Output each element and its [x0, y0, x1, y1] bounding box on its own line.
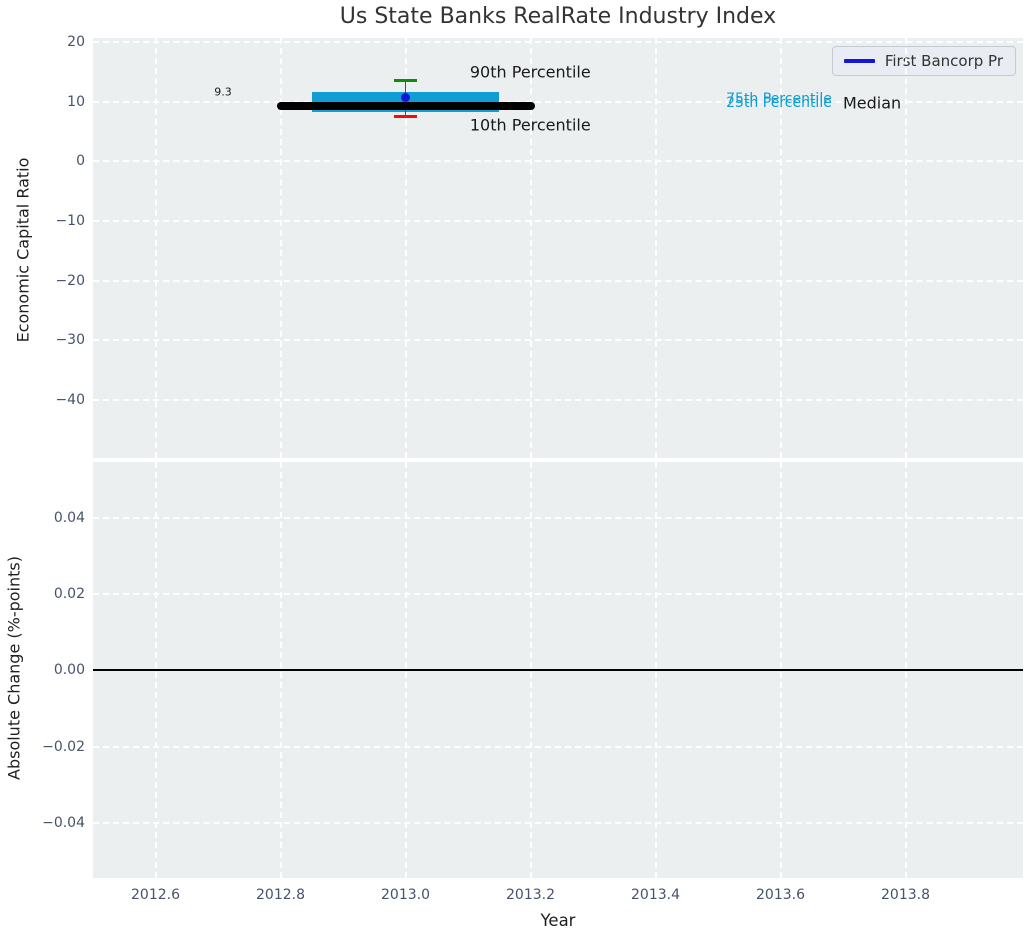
gridline-horizontal [93, 100, 1023, 103]
cap-90th-percentile [394, 79, 417, 83]
y-tick-label: −10 [55, 213, 85, 230]
chart-title: Us State Banks RealRate Industry Index [339, 4, 777, 29]
gridline-horizontal [93, 339, 1023, 342]
gridline-vertical [154, 38, 157, 458]
x-tick-label: 2012.6 [131, 887, 180, 903]
y-tick-label: 0.02 [53, 586, 85, 603]
median-bar [276, 102, 535, 110]
series-point-first-bancorp-pr [401, 93, 410, 103]
y-tick-label: −0.04 [42, 814, 85, 831]
gridline-horizontal [93, 517, 1023, 519]
gridline-horizontal [93, 399, 1023, 402]
y-tick-label: 10 [67, 93, 85, 110]
top-y-axis-label: Economic Capital Ratio [13, 157, 33, 343]
annotation-75th-percentile: 75th Percentile [726, 91, 832, 108]
y-tick-label: −30 [55, 332, 85, 349]
y-tick-label: −0.02 [42, 738, 85, 755]
gridline-horizontal [93, 745, 1023, 748]
x-tick-label: 2012.8 [256, 887, 305, 903]
gridline-horizontal [93, 220, 1023, 223]
annotation-median: Median [843, 93, 902, 113]
legend-line-sample [843, 59, 875, 63]
y-tick-label: 0.00 [53, 662, 85, 679]
annotation-10th-percentile: 10th Percentile [469, 115, 591, 135]
x-tick-label: 2013.0 [381, 887, 430, 903]
gridline-vertical [779, 38, 782, 458]
x-tick-label: 2013.6 [756, 887, 805, 903]
gridline-vertical [904, 38, 907, 458]
legend: First Bancorp Pr [831, 46, 1016, 76]
gridline-horizontal [93, 160, 1023, 163]
x-axis-label: Year [540, 911, 576, 930]
bottom-axes [93, 462, 1023, 878]
gridline-horizontal [93, 821, 1023, 824]
x-tick-label: 2013.4 [631, 887, 680, 903]
top-axes: First Bancorp Pr 9.3 90th Percentile 10th … [93, 38, 1023, 458]
y-tick-label: 0.04 [53, 510, 85, 526]
annotation-90th-percentile: 90th Percentile [469, 62, 591, 82]
y-tick-label: 0 [76, 153, 85, 170]
zero-line [93, 669, 1023, 672]
cap-10th-percentile [394, 114, 417, 118]
x-tick-label: 2013.2 [506, 887, 555, 903]
legend-label: First Bancorp Pr [884, 52, 1003, 70]
gridline-vertical [654, 38, 657, 458]
y-tick-label: −40 [55, 392, 85, 409]
annotation-9-3: 9.3 [214, 85, 232, 99]
gridline-vertical [529, 38, 532, 458]
gridline-horizontal [93, 41, 1023, 44]
gridline-vertical [279, 38, 282, 458]
annotation-25th-percentile: 25th Percentile [726, 94, 832, 111]
x-tick-label: 2013.8 [881, 887, 930, 903]
y-tick-label: 20 [67, 34, 85, 51]
gridline-horizontal [93, 279, 1023, 282]
gridline-vertical [404, 38, 407, 458]
gridline-horizontal [93, 593, 1023, 596]
y-tick-label: −20 [55, 272, 85, 289]
